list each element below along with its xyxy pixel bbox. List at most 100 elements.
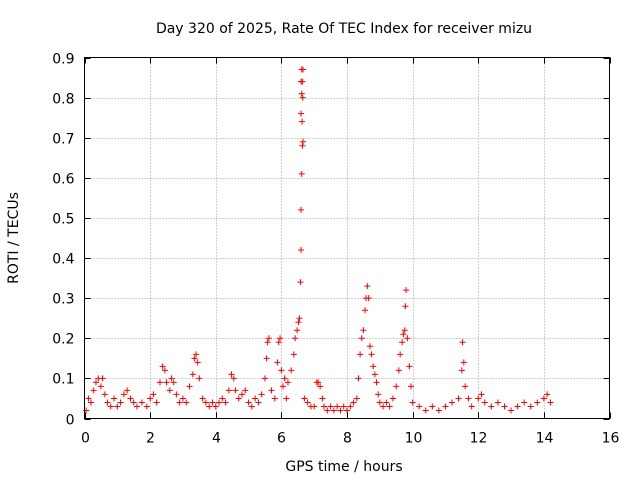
data-point <box>206 403 213 410</box>
data-point <box>401 327 408 334</box>
data-point <box>397 351 404 358</box>
data-point <box>547 399 554 406</box>
data-point <box>265 335 272 342</box>
data-point <box>508 407 515 414</box>
data-point <box>242 387 249 394</box>
y-tick-label: 0.1 <box>52 372 74 388</box>
data-point <box>364 283 371 290</box>
x-tick-label: 6 <box>277 431 286 447</box>
data-point <box>292 335 299 342</box>
data-point <box>321 403 328 410</box>
data-point <box>400 331 407 338</box>
data-point <box>196 375 203 382</box>
data-point <box>300 66 307 73</box>
data-point <box>230 375 237 382</box>
data-point <box>362 307 369 314</box>
data-point <box>99 375 106 382</box>
data-point <box>365 295 372 302</box>
data-point <box>347 403 354 410</box>
y-tick-label: 0.9 <box>52 52 74 68</box>
data-point <box>357 351 364 358</box>
y-tick-label: 0.6 <box>52 172 74 188</box>
data-point <box>264 339 271 346</box>
data-point <box>458 367 465 374</box>
data-point <box>117 399 124 406</box>
data-point <box>527 403 534 410</box>
x-tick-label: 8 <box>343 431 352 447</box>
data-point <box>130 399 137 406</box>
data-point <box>296 315 303 322</box>
data-point <box>399 339 406 346</box>
data-point <box>375 391 382 398</box>
data-point <box>368 351 375 358</box>
data-point <box>127 395 134 402</box>
data-point <box>494 399 501 406</box>
data-point <box>544 391 551 398</box>
data-point <box>212 403 219 410</box>
data-point <box>104 399 111 406</box>
data-point <box>156 379 163 386</box>
data-point <box>383 399 390 406</box>
data-point <box>350 399 357 406</box>
data-point <box>407 383 414 390</box>
data-point <box>274 359 281 366</box>
data-point <box>315 379 322 386</box>
data-point <box>311 403 318 410</box>
data-point <box>268 387 275 394</box>
data-point <box>299 118 306 125</box>
data-point <box>429 403 436 410</box>
data-point <box>358 335 365 342</box>
y-tick-label: 0 <box>66 413 75 429</box>
data-point <box>232 387 239 394</box>
data-point <box>263 355 270 362</box>
data-point <box>393 383 400 390</box>
x-tick-label: 4 <box>212 431 221 447</box>
data-point <box>245 399 252 406</box>
x-tick-label: 16 <box>602 431 620 447</box>
data-point <box>258 391 265 398</box>
grid <box>84 57 610 419</box>
data-point <box>366 343 373 350</box>
data-point <box>191 355 198 362</box>
x-tick-label: 10 <box>405 431 423 447</box>
data-point <box>222 399 229 406</box>
data-point <box>334 403 341 410</box>
data-point <box>88 399 95 406</box>
x-tick-label: 0 <box>81 431 90 447</box>
data-point <box>183 399 190 406</box>
data-point <box>170 379 177 386</box>
data-point <box>147 395 154 402</box>
data-point <box>150 391 157 398</box>
data-point <box>521 399 528 406</box>
data-point <box>101 391 108 398</box>
data-point <box>406 363 413 370</box>
data-point <box>298 247 305 254</box>
data-point <box>330 407 337 414</box>
y-tick-label: 0.4 <box>52 252 74 268</box>
data-point <box>288 367 295 374</box>
data-point <box>317 383 324 390</box>
y-tick-label: 0.3 <box>52 292 74 308</box>
data-point <box>186 383 193 390</box>
data-point <box>235 395 242 402</box>
data-point <box>239 391 245 398</box>
data-point <box>380 403 387 410</box>
data-point <box>319 395 326 402</box>
data-point <box>327 403 334 410</box>
data-point <box>475 395 482 402</box>
data-point <box>290 351 297 358</box>
y-axis-label: ROTI / TECUs <box>6 192 22 284</box>
data-point <box>107 403 114 410</box>
data-point <box>478 391 485 398</box>
data-point <box>176 399 183 406</box>
data-point <box>248 403 255 410</box>
data-point <box>278 367 285 374</box>
y-tick-label: 0.5 <box>52 212 74 228</box>
data-point <box>216 399 223 406</box>
data-point <box>120 391 127 398</box>
data-point <box>163 379 170 386</box>
data-points <box>83 66 554 414</box>
data-point <box>111 395 118 402</box>
chart-title: Day 320 of 2025, Rate Of TEC Index for r… <box>156 21 532 37</box>
